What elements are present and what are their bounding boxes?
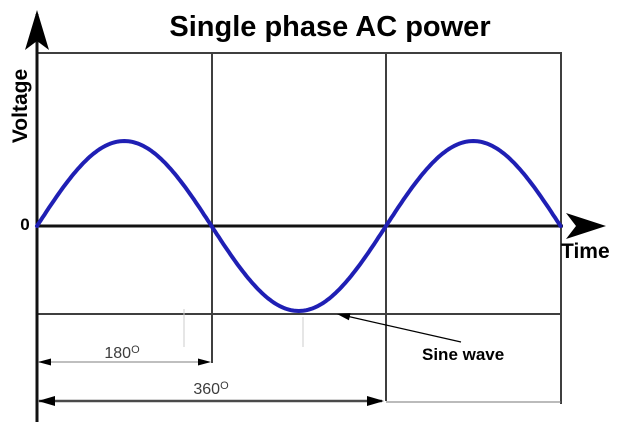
page-title: Single phase AC power [169,11,491,43]
faint-extension-lines [183,309,304,347]
plot-frame [37,52,562,404]
y-axis-label: Voltage [9,68,32,144]
dimension-360-label: 360O [193,379,228,399]
dimension-180-value: 180 [104,345,132,363]
dimension-360-value: 360 [193,381,221,399]
dimension-360-left-arrow-icon [38,396,55,406]
y-axis [25,10,49,422]
sine-wave-leader-line [341,314,462,343]
x-axis-arrow-icon [566,213,606,239]
y-axis-arrow-icon [25,10,49,50]
dimension-180 [38,358,211,366]
x-axis-label: Time [561,240,610,263]
sine-wave-leader-arrow-icon [337,313,351,321]
dimension-180-degree-sup: O [131,343,140,356]
origin-zero-label: 0 [20,215,30,234]
dimension-180-right-arrow-icon [198,358,211,366]
dimension-360-degree-sup: O [220,379,229,392]
dimension-180-label: 180O [104,343,139,363]
sine-wave-leader [337,313,462,343]
dimension-180-left-arrow-icon [38,358,51,366]
dimension-360-right-arrow-icon [367,396,384,406]
dimension-360 [38,396,561,406]
x-axis [37,213,606,239]
sine-wave-path [35,139,563,313]
sine-wave-callout-label: Sine wave [422,345,505,364]
